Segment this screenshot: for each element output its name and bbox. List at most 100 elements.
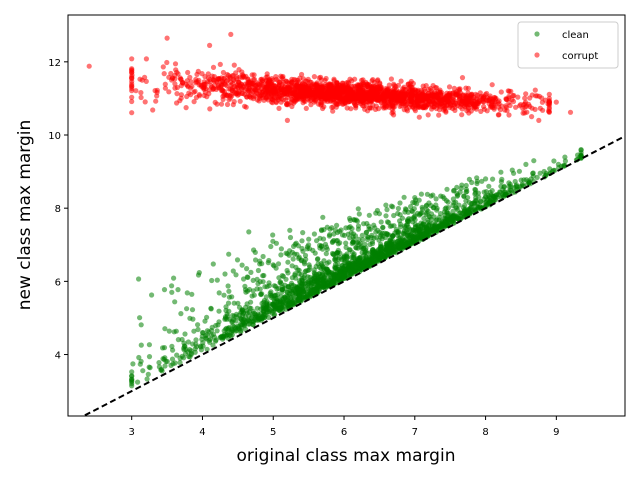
point-corrupt bbox=[232, 89, 238, 95]
point-clean bbox=[179, 353, 185, 359]
point-clean bbox=[257, 261, 263, 267]
point-clean bbox=[255, 267, 261, 274]
point-corrupt bbox=[138, 94, 144, 101]
point-clean bbox=[273, 296, 279, 302]
point-corrupt bbox=[331, 76, 337, 82]
point-clean bbox=[526, 180, 532, 186]
point-corrupt bbox=[199, 84, 205, 90]
point-corrupt bbox=[398, 103, 405, 109]
point-clean bbox=[190, 341, 196, 347]
x-tick-label: 8 bbox=[482, 427, 488, 438]
point-clean bbox=[388, 239, 395, 245]
point-clean bbox=[350, 263, 356, 269]
point-corrupt bbox=[303, 105, 309, 111]
point-corrupt bbox=[391, 112, 397, 118]
point-corrupt bbox=[143, 78, 149, 84]
point-corrupt bbox=[491, 95, 497, 101]
point-corrupt bbox=[139, 77, 145, 83]
point-clean bbox=[306, 236, 312, 242]
point-corrupt bbox=[220, 96, 226, 102]
point-corrupt bbox=[504, 108, 510, 114]
point-clean bbox=[394, 238, 400, 244]
point-clean bbox=[287, 227, 293, 233]
point-clean bbox=[359, 232, 365, 238]
point-corrupt bbox=[484, 108, 490, 114]
legend: clean corrupt bbox=[517, 21, 619, 69]
point-clean bbox=[389, 250, 395, 256]
point-corrupt bbox=[284, 101, 290, 107]
point-clean bbox=[578, 147, 584, 153]
point-corrupt bbox=[207, 42, 213, 49]
point-clean bbox=[366, 212, 372, 218]
point-corrupt bbox=[290, 90, 296, 96]
point-corrupt bbox=[491, 106, 497, 112]
point-corrupt bbox=[506, 112, 512, 118]
point-clean bbox=[421, 232, 427, 238]
point-clean bbox=[424, 191, 430, 197]
point-clean bbox=[259, 300, 265, 307]
point-corrupt bbox=[254, 97, 260, 103]
point-clean bbox=[444, 209, 450, 215]
point-corrupt bbox=[524, 103, 530, 109]
point-clean bbox=[238, 329, 244, 335]
point-corrupt bbox=[412, 103, 418, 109]
point-clean bbox=[129, 379, 135, 385]
point-clean bbox=[146, 354, 153, 360]
point-clean bbox=[502, 191, 509, 198]
point-clean bbox=[257, 279, 263, 285]
point-clean bbox=[229, 326, 235, 332]
point-clean bbox=[481, 196, 487, 202]
point-corrupt bbox=[371, 94, 377, 100]
point-clean bbox=[314, 238, 320, 244]
point-corrupt bbox=[346, 86, 352, 92]
point-clean bbox=[311, 267, 317, 273]
point-clean bbox=[498, 179, 504, 185]
point-clean bbox=[463, 189, 469, 195]
point-clean bbox=[246, 229, 252, 235]
point-corrupt bbox=[302, 89, 308, 95]
point-clean bbox=[135, 379, 141, 385]
y-tick-label: 8 bbox=[55, 204, 61, 215]
point-clean bbox=[296, 288, 302, 294]
point-corrupt bbox=[173, 67, 179, 73]
point-corrupt bbox=[539, 99, 546, 105]
legend-box bbox=[517, 21, 619, 69]
point-corrupt bbox=[444, 98, 450, 104]
point-clean bbox=[320, 214, 326, 220]
point-clean bbox=[450, 208, 456, 214]
x-tick-label: 4 bbox=[199, 427, 205, 438]
point-clean bbox=[244, 266, 250, 272]
point-corrupt bbox=[205, 75, 211, 81]
point-clean bbox=[371, 222, 377, 228]
point-corrupt bbox=[172, 76, 178, 82]
point-clean bbox=[273, 283, 279, 289]
point-clean bbox=[444, 186, 450, 192]
point-corrupt bbox=[129, 69, 135, 75]
point-clean bbox=[352, 268, 358, 274]
point-clean bbox=[419, 209, 425, 216]
point-corrupt bbox=[228, 31, 234, 37]
point-clean bbox=[330, 239, 336, 245]
point-corrupt bbox=[160, 64, 166, 70]
point-clean bbox=[361, 221, 367, 227]
point-corrupt bbox=[291, 100, 297, 106]
point-corrupt bbox=[259, 81, 265, 88]
point-corrupt bbox=[239, 69, 245, 75]
point-clean bbox=[494, 194, 500, 200]
point-corrupt bbox=[353, 102, 359, 108]
point-corrupt bbox=[329, 104, 335, 110]
point-clean bbox=[288, 295, 294, 301]
point-corrupt bbox=[86, 63, 92, 69]
point-clean bbox=[413, 224, 419, 230]
point-corrupt bbox=[172, 61, 179, 67]
point-clean bbox=[288, 280, 295, 286]
point-clean bbox=[177, 359, 183, 366]
point-corrupt bbox=[546, 91, 552, 97]
point-clean bbox=[547, 166, 553, 172]
point-clean bbox=[182, 331, 188, 337]
point-clean bbox=[181, 345, 187, 351]
point-clean bbox=[280, 286, 286, 292]
point-corrupt bbox=[457, 86, 463, 92]
point-clean bbox=[337, 268, 343, 274]
point-clean bbox=[252, 310, 258, 317]
